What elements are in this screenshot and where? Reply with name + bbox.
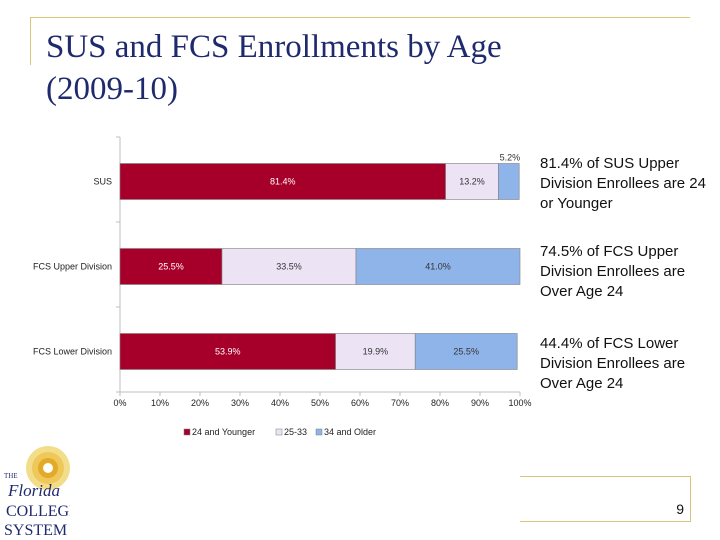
- data-label: 19.9%: [363, 347, 389, 357]
- bar-segment: [414, 333, 518, 370]
- legend-label: 24 and Younger: [192, 427, 255, 437]
- page-number-box: 9: [520, 476, 691, 522]
- bar-segment: [119, 163, 446, 200]
- data-label: 25.5%: [158, 262, 184, 272]
- x-tick-label: 10%: [151, 398, 169, 408]
- data-label: 25.5%: [453, 347, 479, 357]
- x-tick-label: 60%: [351, 398, 369, 408]
- legend-swatch: [275, 428, 283, 436]
- x-tick-label: 100%: [508, 398, 531, 408]
- category-label: SUS: [93, 177, 112, 187]
- bar-segment: [355, 248, 521, 285]
- bar-segment: [445, 163, 499, 200]
- bar-segment: [119, 248, 223, 285]
- svg-text:COLLEGE: COLLEGE: [6, 503, 70, 520]
- slide-frame-top: [30, 17, 690, 18]
- data-label: 53.9%: [215, 347, 241, 357]
- legend-label: 34 and Older: [324, 427, 376, 437]
- data-label: 5.2%: [500, 153, 521, 163]
- category-label: FCS Upper Division: [33, 262, 112, 272]
- data-label: 13.2%: [459, 177, 485, 187]
- svg-text:SYSTEM: SYSTEM: [4, 522, 67, 539]
- x-tick-label: 40%: [271, 398, 289, 408]
- slide-title: SUS and FCS Enrollments by Age (2009-10): [46, 26, 502, 110]
- legend-swatch: [315, 428, 323, 436]
- x-tick-label: 30%: [231, 398, 249, 408]
- x-tick-label: 0%: [113, 398, 126, 408]
- svg-text:Florida: Florida: [7, 481, 60, 500]
- x-tick-label: 20%: [191, 398, 209, 408]
- fcs-lower-note: 44.4% of FCS Lower Division Enrollees ar…: [540, 335, 686, 392]
- slide-frame-left: [30, 17, 31, 65]
- x-tick-label: 70%: [391, 398, 409, 408]
- svg-text:THE: THE: [4, 472, 18, 480]
- bar-segment: [221, 248, 357, 285]
- fcs-upper-note: 74.5% of FCS Upper Division Enrollees ar…: [540, 243, 686, 300]
- legend-label: 25-33: [284, 427, 307, 437]
- title-line-2: (2009-10): [46, 71, 178, 107]
- sus-note: 81.4% of SUS Upper Division Enrollees ar…: [540, 155, 706, 212]
- data-label: 33.5%: [276, 262, 302, 272]
- bar-segment: [119, 333, 336, 370]
- sun-icon: [26, 446, 70, 490]
- x-tick-label: 50%: [311, 398, 329, 408]
- category-label: FCS Lower Division: [33, 347, 112, 357]
- bar-segment: [335, 333, 416, 370]
- page-number: 9: [676, 501, 684, 517]
- bar-segment: [498, 163, 520, 200]
- x-tick-label: 90%: [471, 398, 489, 408]
- data-label: 41.0%: [425, 262, 451, 272]
- x-tick-label: 80%: [431, 398, 449, 408]
- legend-swatch: [183, 428, 191, 436]
- title-line-1: SUS and FCS Enrollments by Age: [46, 29, 502, 65]
- data-label: 81.4%: [270, 177, 296, 187]
- florida-college-system-logo: THE Florida COLLEGE SYSTEM: [4, 446, 70, 539]
